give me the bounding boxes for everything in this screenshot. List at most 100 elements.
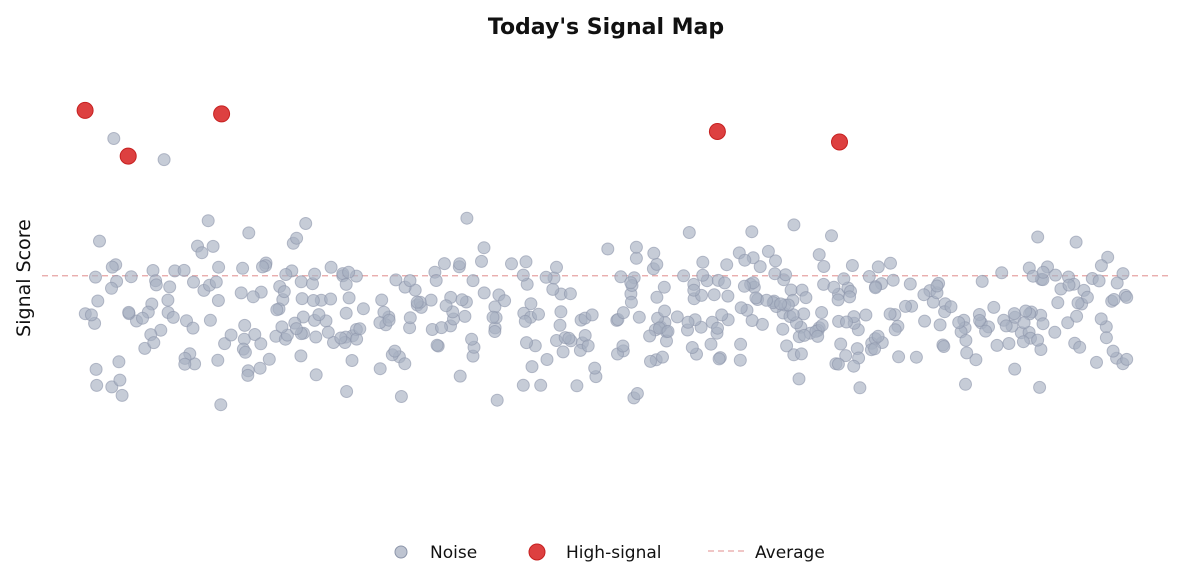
noise-point xyxy=(682,226,696,239)
noise-point xyxy=(218,337,232,351)
noise-point xyxy=(424,293,438,307)
noise-point xyxy=(270,303,284,317)
noise-point xyxy=(486,310,500,324)
noise-point xyxy=(465,332,479,346)
noise-point xyxy=(862,270,876,283)
noise-point xyxy=(831,357,845,371)
noise-point xyxy=(769,254,782,268)
noise-point xyxy=(345,354,359,367)
noise-point xyxy=(883,307,897,321)
noise-point xyxy=(1002,337,1016,350)
noise-point xyxy=(534,378,548,392)
noise-point xyxy=(89,270,102,284)
noise-point xyxy=(792,372,806,386)
noise-point xyxy=(960,346,974,360)
noise-point xyxy=(334,331,348,345)
noise-point xyxy=(324,292,338,306)
noise-point xyxy=(475,254,488,268)
noise-point xyxy=(519,255,533,269)
noise-point xyxy=(166,310,180,324)
noise-point xyxy=(539,270,553,284)
noise-point xyxy=(834,337,848,351)
noise-point xyxy=(884,256,897,270)
noise-point xyxy=(1110,276,1124,290)
noise-point xyxy=(656,350,669,364)
noise-point xyxy=(734,301,748,315)
noise-point xyxy=(157,153,171,167)
noise-point xyxy=(1099,331,1113,345)
noise-point xyxy=(437,257,451,271)
noise-point xyxy=(211,294,225,307)
noise-point xyxy=(375,293,389,307)
noise-point xyxy=(112,355,126,369)
noise-point xyxy=(556,345,570,359)
noise-point xyxy=(859,308,873,322)
noise-point xyxy=(658,304,672,318)
noise-point xyxy=(540,353,554,366)
noise-point xyxy=(161,293,175,307)
noise-point xyxy=(466,274,480,288)
y-axis-label: Signal Score xyxy=(13,219,35,337)
noise-point xyxy=(242,226,256,240)
noise-point xyxy=(1071,296,1085,310)
noise-point xyxy=(892,350,906,364)
noise-point xyxy=(178,357,192,371)
noise-point xyxy=(987,300,1001,314)
noise-point xyxy=(853,381,867,395)
noise-point xyxy=(520,336,533,350)
noise-point xyxy=(1049,268,1062,282)
noise-point xyxy=(89,362,103,376)
noise-point xyxy=(815,318,829,332)
noise-point xyxy=(616,306,630,320)
noise-point xyxy=(630,387,644,400)
noise-point xyxy=(562,331,576,345)
noise-point xyxy=(768,267,782,281)
noise-point xyxy=(525,360,539,374)
noise-point xyxy=(524,297,538,311)
noise-point xyxy=(238,318,252,332)
noise-point xyxy=(868,281,882,295)
noise-point xyxy=(868,342,882,356)
noise-point xyxy=(1019,304,1033,318)
noise-point xyxy=(477,241,491,255)
noise-point xyxy=(761,244,775,258)
noise-point xyxy=(629,240,643,254)
noise-point xyxy=(704,337,718,351)
noise-point xyxy=(990,338,1004,352)
legend-noise-marker xyxy=(394,545,408,559)
noise-point xyxy=(299,217,313,230)
noise-point xyxy=(115,388,129,402)
high-signal-point xyxy=(831,133,848,151)
noise-point xyxy=(787,218,801,232)
noise-point xyxy=(1120,352,1134,366)
noise-point xyxy=(105,281,118,295)
noise-point xyxy=(195,246,209,260)
noise-point xyxy=(886,273,900,287)
noise-point xyxy=(837,272,851,286)
noise-point xyxy=(720,258,734,272)
noise-point xyxy=(733,353,747,367)
noise-point xyxy=(871,260,885,274)
noise-point xyxy=(275,320,289,334)
noise-point xyxy=(294,349,308,363)
noise-point xyxy=(847,359,861,373)
noise-point xyxy=(999,319,1013,333)
noise-point xyxy=(624,276,638,290)
noise-point xyxy=(149,278,163,292)
noise-point xyxy=(774,297,788,311)
noise-point xyxy=(435,321,448,335)
noise-point xyxy=(677,269,691,283)
noise-point xyxy=(794,347,808,361)
chart-title: Today's Signal Map xyxy=(488,15,724,40)
noise-point xyxy=(403,274,417,288)
noise-point xyxy=(871,329,885,343)
noise-point xyxy=(959,377,972,391)
noise-point xyxy=(1008,362,1022,376)
noise-point xyxy=(1092,274,1106,288)
noise-point xyxy=(388,344,402,358)
noise-point xyxy=(827,280,841,294)
noise-point xyxy=(453,257,467,271)
noise-point xyxy=(1061,316,1075,330)
noise-point xyxy=(138,341,152,355)
noise-point xyxy=(477,286,491,300)
